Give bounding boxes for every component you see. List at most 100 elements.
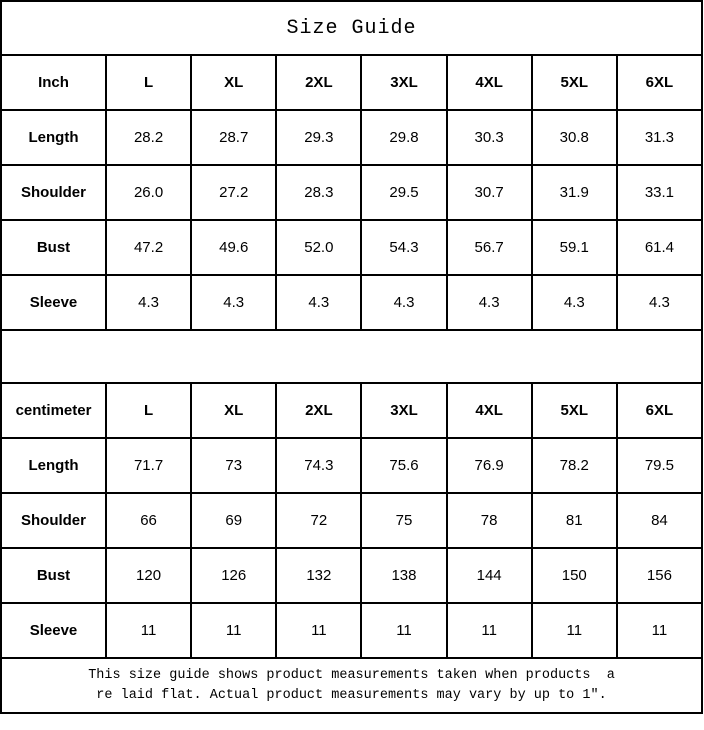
measure-value: 75.6 <box>360 437 448 494</box>
measure-value: 11 <box>104 602 193 659</box>
measure-value: 4.3 <box>104 274 193 331</box>
size-header: L <box>104 54 193 111</box>
measure-label: Shoulder <box>0 492 107 549</box>
measure-value: 28.7 <box>190 109 278 166</box>
size-header: 4XL <box>445 54 533 111</box>
measure-value: 81 <box>530 492 618 549</box>
footer-note-line2: re laid flat. Actual product measurement… <box>96 687 607 703</box>
measure-value: 61.4 <box>615 219 704 276</box>
measure-label: Sleeve <box>0 602 107 659</box>
size-header: 3XL <box>360 54 448 111</box>
measure-value: 120 <box>104 547 193 604</box>
footer-row: This size guide shows product measuremen… <box>0 657 703 714</box>
measure-value: 49.6 <box>190 219 278 276</box>
measure-value: 52.0 <box>275 219 363 276</box>
measure-label: Shoulder <box>0 164 107 221</box>
measure-value: 4.3 <box>275 274 363 331</box>
measure-value: 76.9 <box>445 437 533 494</box>
measure-value: 27.2 <box>190 164 278 221</box>
measure-value: 11 <box>530 602 618 659</box>
measure-value: 144 <box>445 547 533 604</box>
measure-value: 29.5 <box>360 164 448 221</box>
measure-value: 31.3 <box>615 109 704 166</box>
measure-label: Sleeve <box>0 274 107 331</box>
measure-value: 28.3 <box>275 164 363 221</box>
size-header: 5XL <box>530 54 618 111</box>
measure-value: 4.3 <box>615 274 704 331</box>
measure-value: 31.9 <box>530 164 618 221</box>
measure-value: 33.1 <box>615 164 704 221</box>
measure-label: Length <box>0 437 107 494</box>
footer-note-line1: This size guide shows product measuremen… <box>88 667 615 683</box>
measure-value: 11 <box>190 602 278 659</box>
measure-value: 59.1 <box>530 219 618 276</box>
measure-value: 138 <box>360 547 448 604</box>
measure-value: 11 <box>360 602 448 659</box>
measure-value: 30.3 <box>445 109 533 166</box>
size-header: 3XL <box>360 382 448 439</box>
measure-value: 126 <box>190 547 278 604</box>
size-guide-table: Size Guide Inch L XL 2XL 3XL 4XL 5XL 6XL… <box>0 0 704 714</box>
footer-note: This size guide shows product measuremen… <box>0 657 703 714</box>
inch-header-row: Inch L XL 2XL 3XL 4XL 5XL 6XL <box>0 54 704 111</box>
measure-value: 4.3 <box>445 274 533 331</box>
measure-value: 30.7 <box>445 164 533 221</box>
size-header: 4XL <box>445 382 533 439</box>
measure-value: 56.7 <box>445 219 533 276</box>
measure-value: 72 <box>275 492 363 549</box>
cm-sleeve-row: Sleeve 11 11 11 11 11 11 11 <box>0 602 704 659</box>
measure-value: 11 <box>615 602 704 659</box>
measure-label: Bust <box>0 219 107 276</box>
cm-length-row: Length 71.7 73 74.3 75.6 76.9 78.2 79.5 <box>0 437 704 494</box>
measure-label: Length <box>0 109 107 166</box>
measure-value: 78 <box>445 492 533 549</box>
size-header: 6XL <box>615 382 704 439</box>
size-header: L <box>104 382 193 439</box>
measure-value: 54.3 <box>360 219 448 276</box>
measure-value: 4.3 <box>190 274 278 331</box>
measure-value: 84 <box>615 492 704 549</box>
measure-value: 73 <box>190 437 278 494</box>
measure-value: 75 <box>360 492 448 549</box>
inch-length-row: Length 28.2 28.7 29.3 29.8 30.3 30.8 31.… <box>0 109 704 166</box>
measure-value: 29.3 <box>275 109 363 166</box>
inch-sleeve-row: Sleeve 4.3 4.3 4.3 4.3 4.3 4.3 4.3 <box>0 274 704 331</box>
measure-value: 11 <box>275 602 363 659</box>
measure-value: 4.3 <box>530 274 618 331</box>
inch-shoulder-row: Shoulder 26.0 27.2 28.3 29.5 30.7 31.9 3… <box>0 164 704 221</box>
measure-value: 79.5 <box>615 437 704 494</box>
centimeter-header-row: centimeter L XL 2XL 3XL 4XL 5XL 6XL <box>0 382 704 439</box>
measure-value: 156 <box>615 547 704 604</box>
measure-value: 11 <box>445 602 533 659</box>
measure-value: 74.3 <box>275 437 363 494</box>
measure-value: 71.7 <box>104 437 193 494</box>
measure-value: 4.3 <box>360 274 448 331</box>
measure-value: 66 <box>104 492 193 549</box>
measure-value: 69 <box>190 492 278 549</box>
spacer-row <box>0 329 703 384</box>
title-row: Size Guide <box>0 0 703 56</box>
inch-bust-row: Bust 47.2 49.6 52.0 54.3 56.7 59.1 61.4 <box>0 219 704 276</box>
page-title: Size Guide <box>0 0 703 56</box>
measure-value: 150 <box>530 547 618 604</box>
size-header: XL <box>190 382 278 439</box>
measure-label: Bust <box>0 547 107 604</box>
size-header: 2XL <box>275 54 363 111</box>
cm-bust-row: Bust 120 126 132 138 144 150 156 <box>0 547 704 604</box>
size-header: 2XL <box>275 382 363 439</box>
measure-value: 132 <box>275 547 363 604</box>
unit-label-inch: Inch <box>0 54 107 111</box>
cm-shoulder-row: Shoulder 66 69 72 75 78 81 84 <box>0 492 704 549</box>
measure-value: 78.2 <box>530 437 618 494</box>
measure-value: 30.8 <box>530 109 618 166</box>
spacer-cell <box>0 329 703 384</box>
unit-label-centimeter: centimeter <box>0 382 107 439</box>
measure-value: 28.2 <box>104 109 193 166</box>
measure-value: 26.0 <box>104 164 193 221</box>
measure-value: 29.8 <box>360 109 448 166</box>
measure-value: 47.2 <box>104 219 193 276</box>
size-header: XL <box>190 54 278 111</box>
size-header: 5XL <box>530 382 618 439</box>
size-header: 6XL <box>615 54 704 111</box>
